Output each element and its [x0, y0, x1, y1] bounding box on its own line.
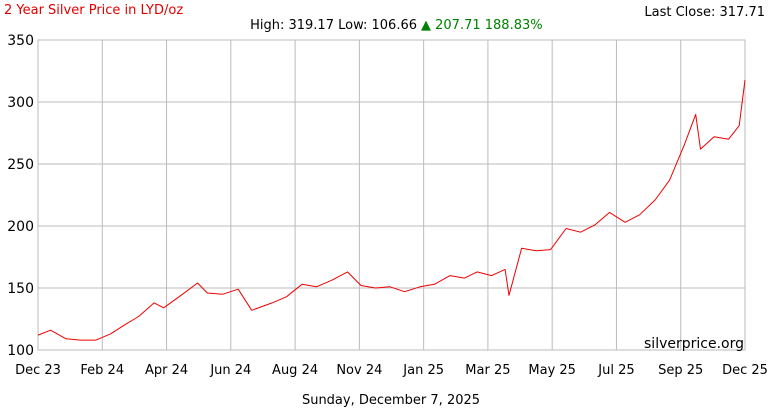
- y-axis: 100 150 200 250 300 350: [7, 33, 34, 359]
- chart-grid: [37, 39, 746, 351]
- x-tick-label: Aug 24: [272, 363, 318, 378]
- series-line-group: [37, 79, 746, 341]
- x-tick-label: Dec 23: [15, 363, 61, 378]
- x-tick-label: Feb 24: [80, 363, 124, 378]
- y-tick-label: 200: [7, 219, 34, 235]
- x-tick-label: Jan 25: [402, 363, 444, 378]
- plot-frame: [37, 39, 746, 351]
- watermark: silverprice.org: [644, 336, 744, 352]
- x-tick-label: Mar 25: [465, 363, 510, 378]
- series-line: [37, 79, 746, 341]
- y-tick-label: 350: [7, 33, 34, 49]
- x-tick-label: Jul 25: [597, 363, 634, 378]
- y-tick-label: 300: [7, 95, 34, 111]
- price-change: ▲ 207.71 188.83%: [421, 18, 543, 33]
- x-tick-label: Sep 25: [658, 363, 703, 378]
- x-tick-label: Dec 25: [722, 363, 768, 378]
- y-tick-label: 100: [7, 343, 34, 359]
- y-tick-label: 250: [7, 157, 34, 173]
- y-tick-label: 150: [7, 281, 34, 297]
- last-close-label: Last Close: 317.71: [644, 5, 765, 20]
- x-tick-label: May 25: [528, 363, 576, 378]
- x-axis: Dec 23 Feb 24 Apr 24 Jun 24 Aug 24 Nov 24 Jan …: [15, 363, 768, 378]
- chart-title: 2 Year Silver Price in LYD/oz: [4, 3, 183, 18]
- x-tick-label: Jun 24: [209, 363, 251, 378]
- x-tick-label: Apr 24: [145, 363, 188, 378]
- high-low-stats: High: 319.17 Low: 106.66: [250, 18, 417, 33]
- x-tick-label: Nov 24: [336, 363, 382, 378]
- chart-date: Sunday, December 7, 2025: [302, 393, 480, 408]
